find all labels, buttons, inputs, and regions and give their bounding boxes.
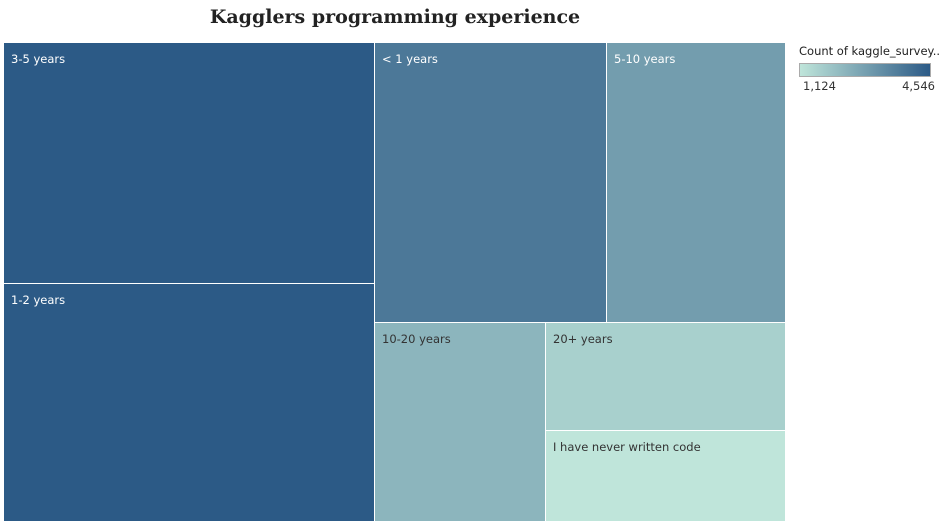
treemap-tile-label: < 1 years [382, 52, 438, 66]
treemap-tile-label: 20+ years [553, 332, 613, 346]
treemap-tile[interactable]: 1-2 years [4, 284, 375, 522]
chart-title: Kagglers programming experience [209, 6, 581, 28]
color-legend: Count of kaggle_survey.. 1,124 4,546 [799, 44, 939, 95]
treemap-tile[interactable]: 20+ years [546, 323, 786, 431]
legend-gradient-bar [799, 63, 931, 77]
treemap-tile[interactable]: I have never written code [546, 431, 786, 522]
treemap-tile-label: 3-5 years [11, 52, 66, 66]
treemap-tile-label: 1-2 years [11, 293, 66, 307]
treemap-tile[interactable]: < 1 years [375, 43, 607, 323]
treemap-tile[interactable]: 5-10 years [607, 43, 786, 323]
legend-min-label: 1,124 [803, 79, 836, 93]
legend-max-label: 4,546 [902, 79, 935, 93]
treemap-tile-label: 5-10 years [614, 52, 676, 66]
treemap-tile-label: I have never written code [553, 440, 701, 454]
treemap-tile[interactable]: 10-20 years [375, 323, 546, 522]
treemap-tile[interactable]: 3-5 years [4, 43, 375, 284]
treemap-tile-label: 10-20 years [382, 332, 451, 346]
legend-ticks: 1,124 4,546 [799, 79, 935, 95]
legend-title: Count of kaggle_survey.. [799, 44, 939, 58]
treemap-plot-area: 3-5 years 1-2 years < 1 years 5-10 years 10-… [4, 43, 786, 522]
